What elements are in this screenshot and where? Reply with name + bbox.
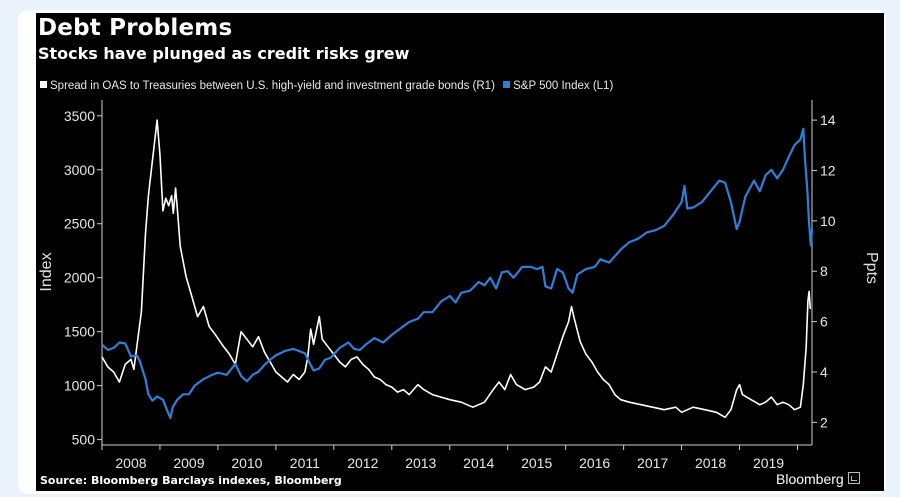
legend-item-sp500: S&P 500 Index (L1) — [503, 80, 613, 92]
series-line-sp500 — [101, 127, 814, 420]
legend-item-spread: Spread in OAS to Treasuries between U.S.… — [40, 80, 498, 92]
x-tick-label: 2018 — [695, 455, 726, 471]
source-note: Source: Bloomberg Barclays indexes, Bloo… — [40, 474, 342, 487]
y-tick-label-right: 2 — [820, 414, 828, 430]
series-line-spread — [101, 119, 812, 419]
chart-panel: Debt Problems Stocks have plunged as cre… — [36, 13, 884, 491]
legend-label-spread: Spread in OAS to Treasuries between U.S.… — [50, 80, 495, 92]
legend-label-sp500: S&P 500 Index (L1) — [513, 80, 614, 92]
y-tick-label-right: 8 — [820, 263, 828, 279]
x-tick-label: 2019 — [753, 455, 784, 471]
y-tick-label-left: 3000 — [64, 162, 95, 178]
y-tick-label-left: 1500 — [64, 324, 95, 340]
y-axis-label-left: Index — [38, 252, 55, 291]
y-tick-label-right: 10 — [820, 213, 836, 229]
legend-swatch-spread — [40, 81, 47, 88]
y-tick-label-right: 4 — [820, 364, 828, 380]
y-tick-label-left: 1000 — [64, 378, 95, 394]
brand-logo: Bloomberg — [776, 471, 860, 487]
legend: Spread in OAS to Treasuries between U.S.… — [40, 80, 618, 92]
x-tick-label: 2016 — [579, 455, 610, 471]
x-tick-label: 2012 — [347, 455, 378, 471]
legend-swatch-sp500 — [503, 81, 511, 88]
chart-title: Debt Problems — [38, 15, 233, 41]
y-tick-label-right: 14 — [820, 112, 836, 128]
x-tick-label: 2010 — [231, 455, 262, 471]
x-tick-label: 2009 — [173, 455, 204, 471]
x-tick-label: 2013 — [405, 455, 436, 471]
chart-box-icon — [847, 472, 860, 484]
y-tick-label-left: 3500 — [64, 108, 95, 124]
x-tick-label: 2014 — [463, 455, 494, 471]
y-axis-label-right: Ppts — [863, 252, 880, 284]
y-tick-label-right: 6 — [820, 314, 828, 330]
x-tick-label: 2015 — [521, 455, 552, 471]
chart-subtitle: Stocks have plunged as credit risks grew — [38, 44, 410, 63]
brand-name: Bloomberg — [776, 471, 844, 487]
y-tick-label-left: 2000 — [64, 270, 95, 286]
y-tick-label-right: 12 — [820, 162, 836, 178]
y-tick-label-left: 500 — [72, 432, 96, 448]
x-tick-label: 2011 — [290, 455, 320, 471]
line-chart: 500 1000 1500 2000 2500 3000 3500 2 4 6 8 10 12 14 200… — [38, 100, 880, 471]
x-tick-label: 2008 — [115, 455, 146, 471]
x-tick-label: 2017 — [637, 455, 668, 471]
y-tick-label-left: 2500 — [64, 216, 95, 232]
